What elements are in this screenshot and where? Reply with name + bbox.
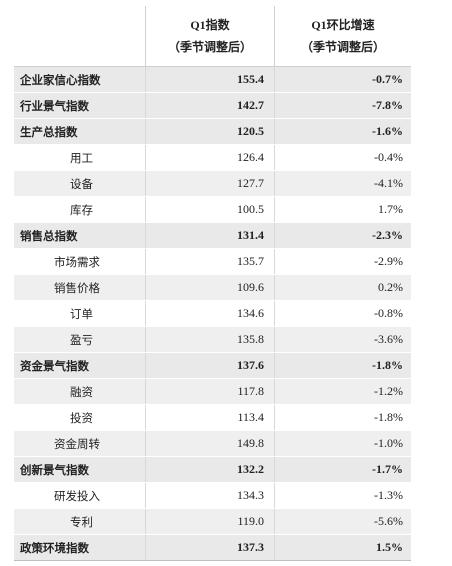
- row-growth: -0.8%: [274, 300, 411, 327]
- row-index: 119.0: [145, 508, 275, 535]
- row-index: 120.5: [145, 118, 275, 145]
- table-row: 资金景气指数 137.6 -1.8%: [14, 352, 411, 379]
- row-name: 融资: [14, 378, 146, 405]
- header-q1-growth: Q1环比增速 （季节调整后）: [274, 6, 411, 67]
- row-index: 137.6: [145, 352, 275, 379]
- header-q1-index-line1: Q1指数: [190, 18, 230, 32]
- table-row: 订单 134.6 -0.8%: [14, 300, 411, 327]
- table-row: 销售价格 109.6 0.2%: [14, 274, 411, 301]
- row-name: 行业景气指数: [14, 92, 146, 119]
- row-growth: -0.4%: [274, 144, 411, 171]
- index-table: Q1指数 （季节调整后） Q1环比增速 （季节调整后） 企业家信心指数 155.…: [14, 6, 411, 561]
- row-index: 131.4: [145, 222, 275, 249]
- row-index: 109.6: [145, 274, 275, 301]
- table-row: 库存 100.5 1.7%: [14, 196, 411, 223]
- table-row: 投资 113.4 -1.8%: [14, 404, 411, 431]
- row-index: 149.8: [145, 430, 275, 457]
- row-name: 库存: [14, 196, 146, 223]
- row-name: 专利: [14, 508, 146, 535]
- header-q1-growth-line2: （季节调整后）: [300, 40, 385, 54]
- row-name: 研发投入: [14, 482, 146, 509]
- row-index: 113.4: [145, 404, 275, 431]
- table-row: 资金周转 149.8 -1.0%: [14, 430, 411, 457]
- row-growth: -1.8%: [274, 352, 411, 379]
- row-index: 137.3: [145, 534, 275, 561]
- row-growth: -1.2%: [274, 378, 411, 405]
- table-row: 生产总指数 120.5 -1.6%: [14, 118, 411, 145]
- row-growth: -1.3%: [274, 482, 411, 509]
- header-q1-index-line2: （季节调整后）: [167, 40, 252, 54]
- row-index: 134.3: [145, 482, 275, 509]
- row-index: 142.7: [145, 92, 275, 119]
- table-row: 盈亏 135.8 -3.6%: [14, 326, 411, 353]
- row-index: 132.2: [145, 456, 275, 483]
- table-row: 行业景气指数 142.7 -7.8%: [14, 92, 411, 119]
- table-row: 销售总指数 131.4 -2.3%: [14, 222, 411, 249]
- row-name: 投资: [14, 404, 146, 431]
- row-growth: -3.6%: [274, 326, 411, 353]
- row-index: 126.4: [145, 144, 275, 171]
- row-name: 设备: [14, 170, 146, 197]
- row-name: 政策环境指数: [14, 534, 146, 561]
- row-index: 100.5: [145, 196, 275, 223]
- row-growth: -2.3%: [274, 222, 411, 249]
- row-index: 135.7: [145, 248, 275, 275]
- header-q1-growth-line1: Q1环比增速: [311, 18, 375, 32]
- row-growth: -4.1%: [274, 170, 411, 197]
- table-row: 融资 117.8 -1.2%: [14, 378, 411, 405]
- table-row: 创新景气指数 132.2 -1.7%: [14, 456, 411, 483]
- row-name: 资金景气指数: [14, 352, 146, 379]
- table-row: 政策环境指数 137.3 1.5%: [14, 534, 411, 561]
- row-growth: 1.7%: [274, 196, 411, 223]
- header-q1-index: Q1指数 （季节调整后）: [145, 6, 275, 67]
- row-growth: -1.0%: [274, 430, 411, 457]
- row-growth: -0.7%: [274, 66, 411, 93]
- row-growth: 1.5%: [274, 534, 411, 561]
- row-index: 117.8: [145, 378, 275, 405]
- row-growth: -2.9%: [274, 248, 411, 275]
- row-name: 生产总指数: [14, 118, 146, 145]
- row-name: 市场需求: [14, 248, 146, 275]
- table-row: 研发投入 134.3 -1.3%: [14, 482, 411, 509]
- row-name: 创新景气指数: [14, 456, 146, 483]
- table-row: 市场需求 135.7 -2.9%: [14, 248, 411, 275]
- header-blank: [14, 6, 146, 67]
- table-row: 设备 127.7 -4.1%: [14, 170, 411, 197]
- row-name: 企业家信心指数: [14, 66, 146, 93]
- row-name: 订单: [14, 300, 146, 327]
- row-name: 资金周转: [14, 430, 146, 457]
- row-growth: -5.6%: [274, 508, 411, 535]
- row-growth: 0.2%: [274, 274, 411, 301]
- table-row: 用工 126.4 -0.4%: [14, 144, 411, 171]
- row-name: 销售价格: [14, 274, 146, 301]
- header-row: Q1指数 （季节调整后） Q1环比增速 （季节调整后）: [14, 6, 411, 67]
- row-name: 盈亏: [14, 326, 146, 353]
- row-index: 155.4: [145, 66, 275, 93]
- row-growth: -1.7%: [274, 456, 411, 483]
- row-growth: -7.8%: [274, 92, 411, 119]
- table-row: 专利 119.0 -5.6%: [14, 508, 411, 535]
- row-index: 127.7: [145, 170, 275, 197]
- row-growth: -1.8%: [274, 404, 411, 431]
- row-name: 销售总指数: [14, 222, 146, 249]
- row-index: 134.6: [145, 300, 275, 327]
- table-row: 企业家信心指数 155.4 -0.7%: [14, 66, 411, 93]
- row-index: 135.8: [145, 326, 275, 353]
- row-name: 用工: [14, 144, 146, 171]
- row-growth: -1.6%: [274, 118, 411, 145]
